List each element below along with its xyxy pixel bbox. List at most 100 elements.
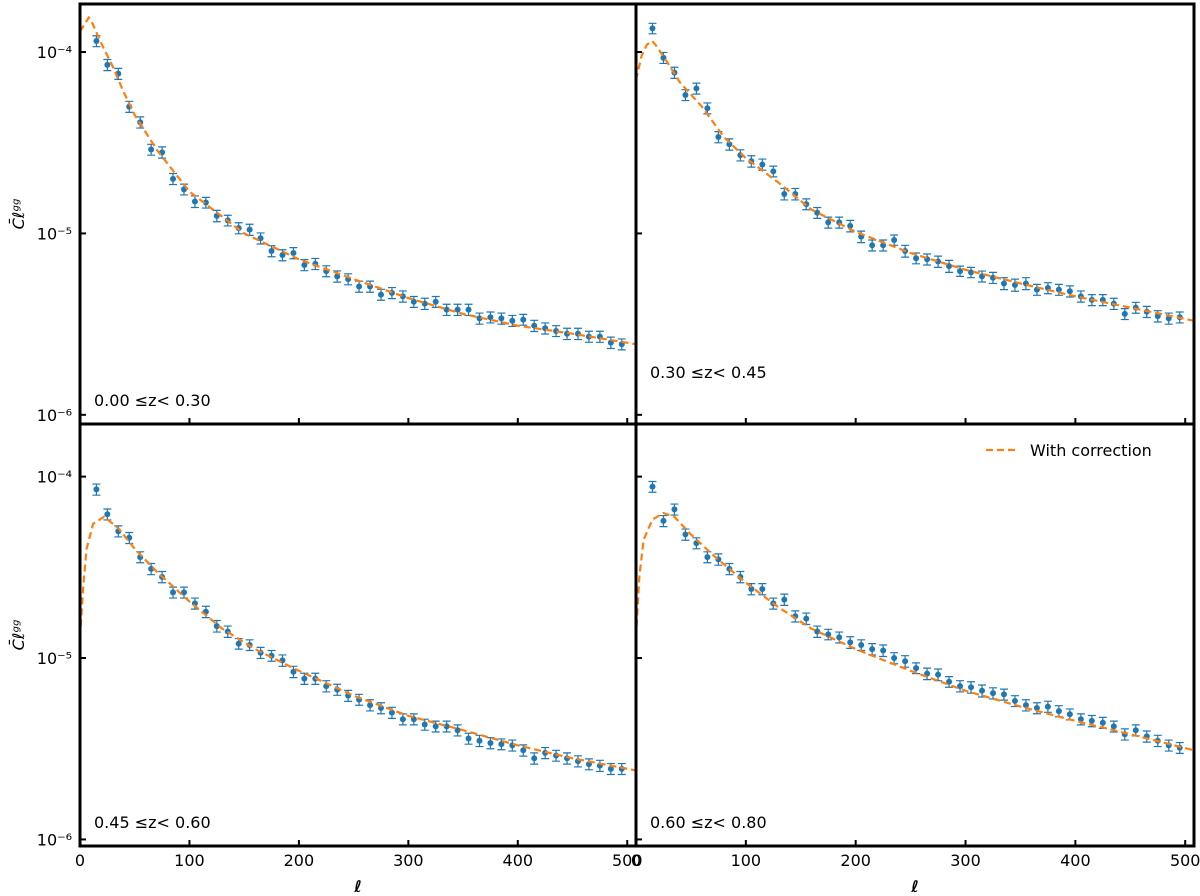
- data-point: [1033, 705, 1040, 712]
- data-point: [465, 306, 472, 313]
- data-point: [290, 668, 297, 675]
- data-point: [367, 702, 374, 709]
- data-point: [913, 665, 920, 672]
- annotation: 0.60 ≤z< 0.80: [650, 813, 767, 832]
- data-point: [989, 690, 996, 697]
- data-point: [913, 255, 920, 262]
- data-point: [704, 554, 711, 561]
- data-point: [660, 517, 667, 524]
- data-point: [649, 483, 656, 490]
- data-point: [968, 269, 975, 276]
- x-tick-label: 100: [731, 851, 762, 870]
- data-point: [377, 705, 384, 712]
- data-point: [498, 741, 505, 748]
- data-point: [301, 675, 308, 682]
- data-point: [476, 737, 483, 744]
- data-point: [957, 268, 964, 275]
- panel-frame: [634, 2, 1196, 426]
- data-point: [1000, 691, 1007, 698]
- annotation: 0.45 ≤z< 0.60: [94, 813, 211, 832]
- data-point: [170, 175, 177, 182]
- data-point: [726, 141, 733, 148]
- x-tick-label: 500: [612, 851, 643, 870]
- y-tick-label: 10⁻⁵: [37, 224, 72, 243]
- data-point: [235, 640, 242, 647]
- data-point: [432, 298, 439, 305]
- data-point: [290, 250, 297, 257]
- data-point: [1088, 717, 1095, 724]
- panel-frame: [634, 422, 1196, 848]
- data-point: [421, 721, 428, 728]
- data-point: [607, 765, 614, 772]
- data-point: [1066, 711, 1073, 718]
- x-tick-label: 100: [174, 851, 205, 870]
- data-point: [454, 306, 461, 313]
- y-axis-label: C̄ℓᵍᵍ: [9, 619, 28, 650]
- data-point: [682, 531, 689, 538]
- data-point: [682, 91, 689, 98]
- data-point: [1011, 697, 1018, 704]
- data-point: [268, 248, 275, 255]
- data-point: [693, 85, 700, 92]
- data-point: [531, 322, 538, 329]
- data-point: [246, 226, 253, 233]
- model-line: [80, 15, 636, 346]
- plot-area: [80, 15, 636, 351]
- data-point: [104, 511, 111, 518]
- x-axis-label: ℓ: [353, 877, 362, 896]
- data-point: [704, 105, 711, 112]
- data-point: [968, 684, 975, 691]
- data-point: [891, 655, 898, 662]
- data-point: [487, 314, 494, 321]
- data-point: [520, 747, 527, 754]
- data-point: [509, 317, 516, 324]
- data-point: [1110, 723, 1117, 730]
- data-point: [399, 716, 406, 723]
- x-tick-label: 300: [950, 851, 981, 870]
- data-point: [356, 283, 363, 290]
- data-point: [1022, 702, 1029, 709]
- data-point: [759, 161, 766, 168]
- data-point: [104, 61, 111, 68]
- y-tick-label: 10⁻⁶: [37, 406, 72, 425]
- data-point: [880, 647, 887, 654]
- data-point: [1132, 727, 1139, 734]
- data-point: [803, 615, 810, 622]
- data-point: [465, 735, 472, 742]
- data-point: [902, 658, 909, 665]
- data-point: [715, 134, 722, 141]
- data-point: [93, 38, 100, 45]
- data-point: [935, 671, 942, 678]
- data-point: [1055, 286, 1062, 293]
- x-tick-label: 400: [1060, 851, 1091, 870]
- data-point: [279, 252, 286, 259]
- data-point: [1077, 716, 1084, 723]
- plot-area: [636, 22, 1194, 325]
- data-point: [891, 236, 898, 243]
- data-point: [170, 589, 177, 596]
- x-axis-label: ℓ: [910, 877, 919, 896]
- y-tick-label: 10⁻⁴: [37, 43, 72, 62]
- data-point: [759, 586, 766, 593]
- data-point: [520, 316, 527, 323]
- x-tick-label: 0: [631, 851, 641, 870]
- data-point: [213, 623, 220, 630]
- data-point: [454, 727, 461, 734]
- y-tick-label: 10⁻⁶: [37, 830, 72, 849]
- data-point: [858, 641, 865, 648]
- data-point: [957, 683, 964, 690]
- model-line: [636, 39, 1194, 322]
- panel-frame: [78, 2, 638, 426]
- data-point: [1000, 280, 1007, 287]
- data-point: [531, 755, 538, 762]
- annotation: 0.00 ≤z< 0.30: [94, 391, 211, 410]
- y-axis-label: C̄ℓᵍᵍ: [9, 198, 28, 229]
- data-point: [498, 315, 505, 322]
- data-point: [1121, 310, 1128, 317]
- data-point: [869, 242, 876, 249]
- data-point: [388, 709, 395, 716]
- data-point: [301, 261, 308, 268]
- x-tick-label: 500: [1170, 851, 1200, 870]
